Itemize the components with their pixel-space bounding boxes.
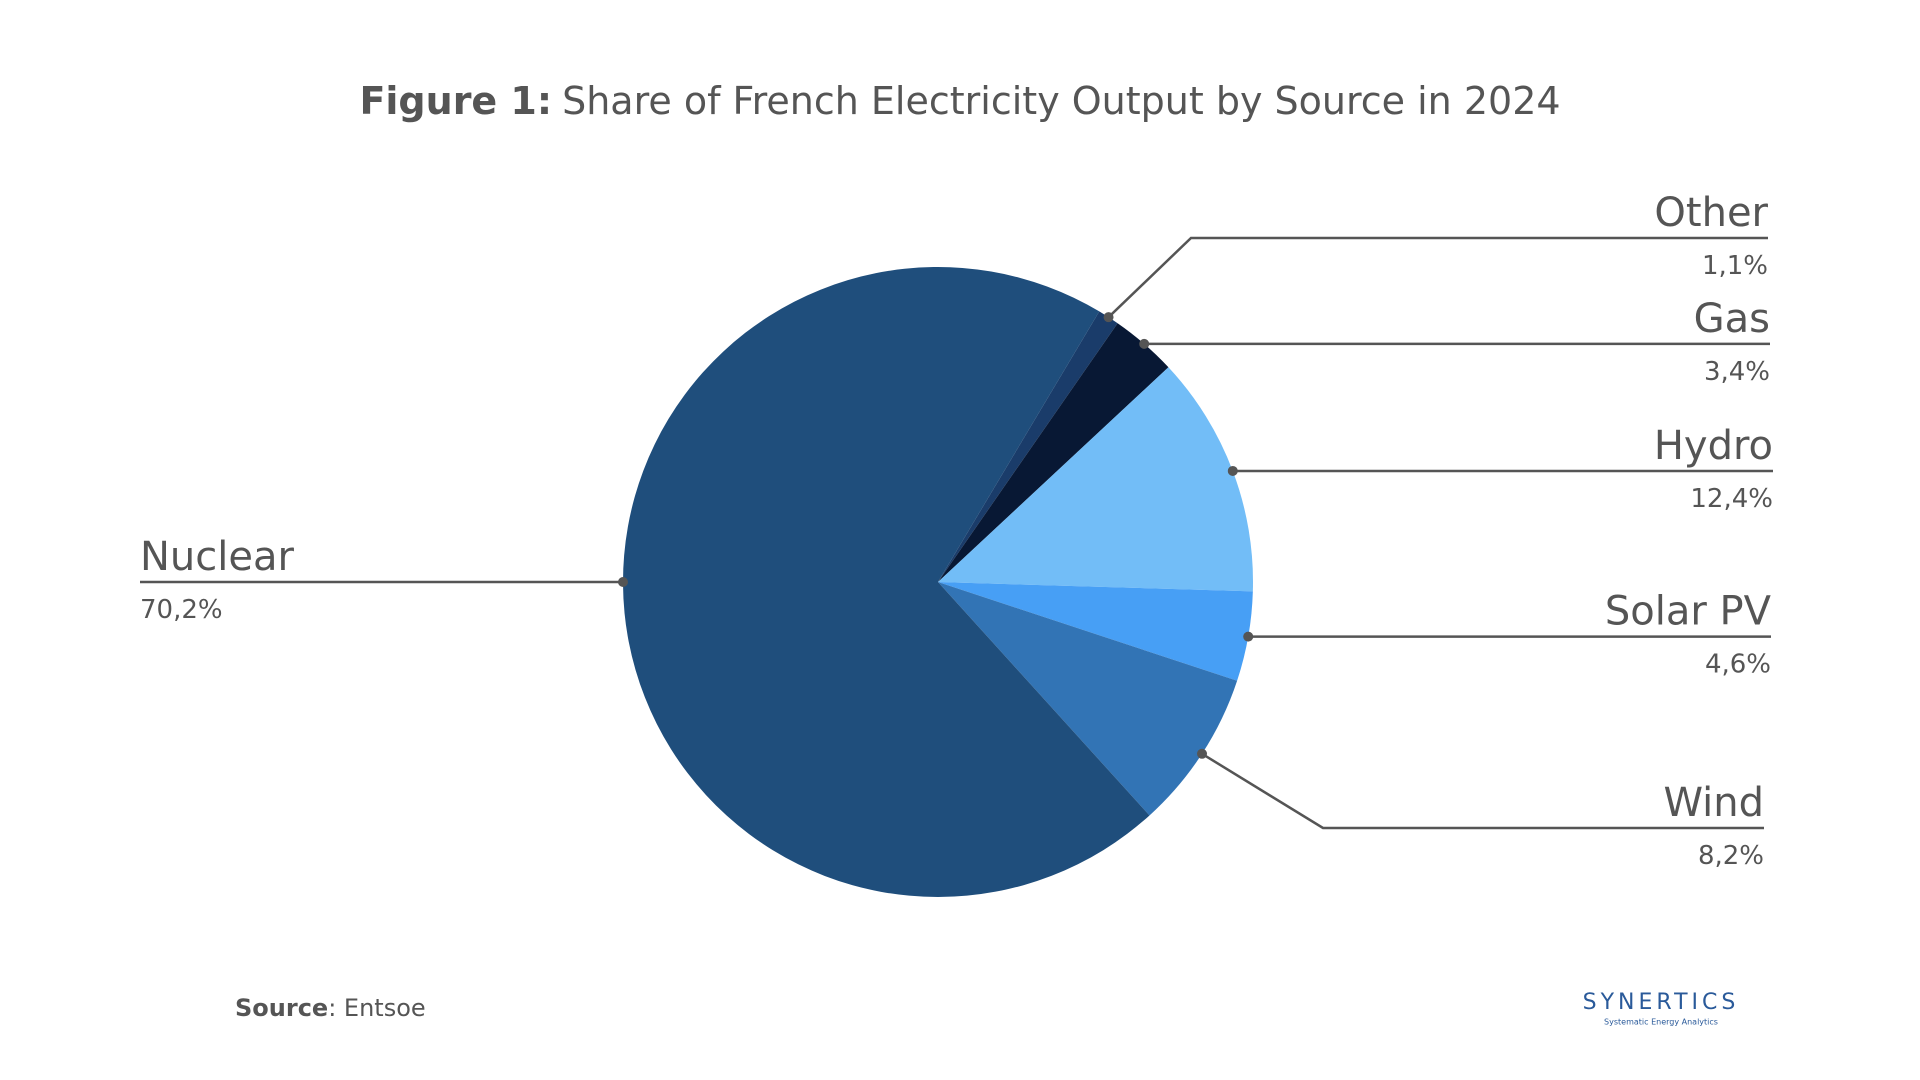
logo: SYNERTICS	[1583, 990, 1740, 1015]
slice-value-label: 4,6%	[1705, 650, 1771, 680]
logo-tagline: Systematic Energy Analytics	[1604, 1018, 1718, 1027]
slice-label: Other	[1654, 190, 1768, 236]
source-note: Source: Entsoe	[235, 994, 426, 1022]
leader-line	[1107, 236, 1768, 319]
slice-value-label: 12,4%	[1690, 484, 1773, 514]
leader-dot	[1243, 631, 1254, 642]
pie-slice	[938, 323, 1169, 582]
source-text: : Entsoe	[328, 994, 425, 1022]
pie-slice	[623, 267, 1150, 898]
pie-slice	[938, 311, 1118, 582]
slice-label: Wind	[1663, 780, 1764, 826]
chart-title: Figure 1: Share of French Electricity Out…	[359, 79, 1560, 123]
pie-slice	[938, 582, 1238, 816]
slice-value-label: 1,1%	[1702, 251, 1768, 281]
slice-value-label: 3,4%	[1704, 357, 1770, 387]
source-label: Source	[235, 994, 328, 1022]
pie-slice	[938, 367, 1253, 592]
title-prefix: Figure 1:	[359, 79, 552, 123]
slice-label: Solar PV	[1605, 589, 1772, 635]
title-text: Share of French Electricity Output by So…	[562, 79, 1560, 123]
slice-value-label: 8,2%	[1698, 841, 1764, 871]
leader-line	[1201, 752, 1764, 830]
leader-dot	[1227, 465, 1238, 476]
leader-dot	[1139, 338, 1150, 349]
leader-dot	[1103, 312, 1114, 323]
leader-dot	[618, 577, 628, 587]
slice-label: Hydro	[1654, 423, 1773, 469]
pie-slice	[938, 582, 1253, 681]
slice-label: Nuclear	[140, 534, 295, 580]
slice-label: Gas	[1694, 296, 1770, 342]
slice-value-label: 70,2%	[140, 595, 223, 625]
leader-dot	[1197, 748, 1208, 759]
